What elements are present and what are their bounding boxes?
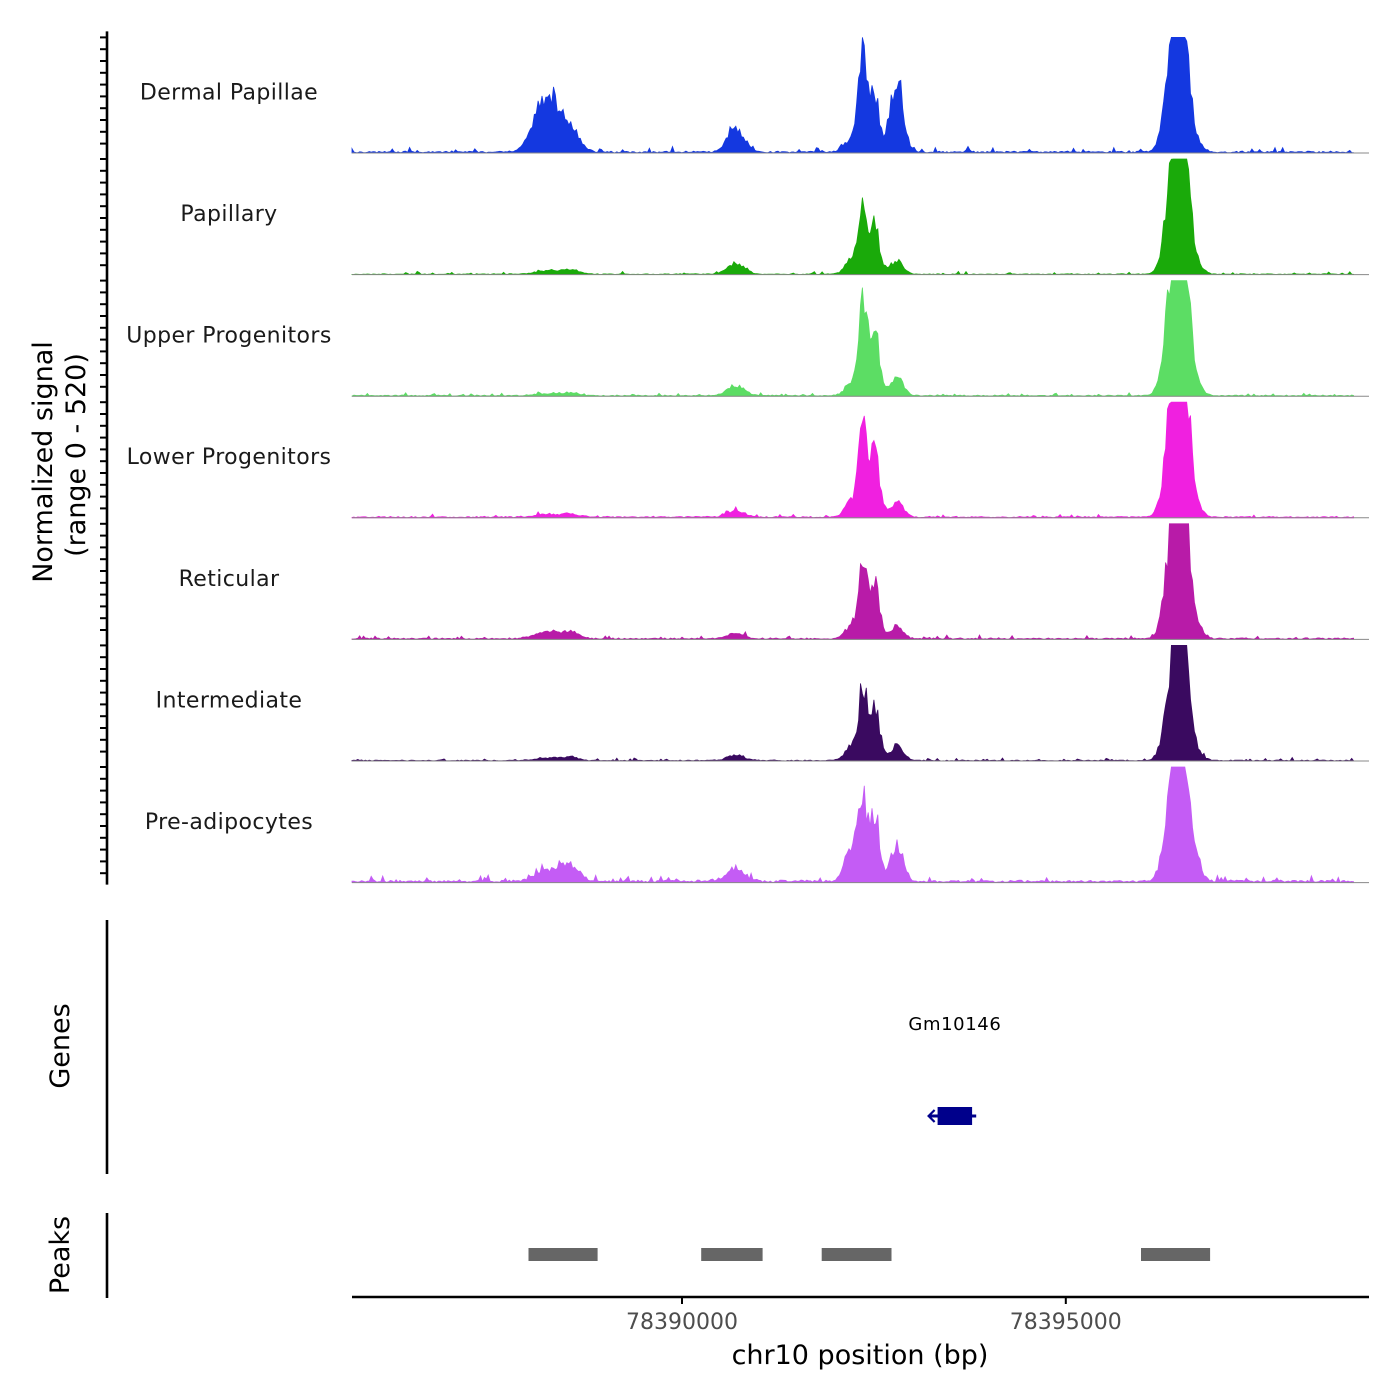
y-axis-title-line2: (range 0 - 520) [61, 353, 92, 557]
coverage-area [351, 37, 1354, 154]
coverage-area [351, 280, 1354, 397]
y-axis-title-line1: Normalized signal [28, 341, 59, 583]
peak-region-bar [528, 1248, 598, 1261]
track-label: Pre-adipocytes [145, 810, 313, 835]
track-label: Upper Progenitors [126, 324, 331, 349]
signal-y-axis [100, 31, 109, 885]
track-0: Dermal Papillae [140, 37, 1369, 154]
track-label: Papillary [180, 202, 277, 227]
peaks-axis-title: Peaks [45, 1216, 76, 1294]
coverage-area [351, 766, 1354, 884]
genes-axis-title: Genes [45, 1003, 76, 1088]
track-label: Reticular [179, 567, 280, 592]
track-1: Papillary [180, 158, 1369, 276]
strand-arrow-icon [927, 1109, 936, 1123]
peak-region-bar [821, 1248, 892, 1261]
gene-label: Gm10146 [908, 1014, 1001, 1035]
x-axis-ticks: 78390000 78395000 [626, 1297, 1122, 1335]
track-6: Pre-adipocytes [145, 766, 1369, 884]
coverage-area [351, 158, 1354, 276]
peak-region-bar [701, 1248, 763, 1261]
track-5: Intermediate [156, 645, 1369, 762]
gene-annotations: Gm10146 [908, 1014, 1001, 1125]
track-4: Reticular [179, 523, 1369, 640]
x-tick-label: 78390000 [626, 1310, 738, 1335]
track-3: Lower Progenitors [127, 401, 1369, 519]
track-label: Intermediate [156, 688, 303, 713]
coverage-area [351, 645, 1354, 762]
coverage-tracks: Dermal Papillae Papillary Upper Progenitor… [126, 37, 1369, 884]
coverage-area [351, 523, 1354, 640]
peak-region-bar [1141, 1248, 1211, 1261]
track-label: Lower Progenitors [127, 445, 332, 470]
track-label: Dermal Papillae [140, 80, 318, 105]
x-tick-label: 78395000 [1010, 1310, 1122, 1335]
coverage-area [351, 401, 1354, 519]
x-axis-title: chr10 position (bp) [732, 1340, 989, 1371]
track-2: Upper Progenitors [126, 280, 1369, 397]
peak-regions [528, 1248, 1211, 1261]
